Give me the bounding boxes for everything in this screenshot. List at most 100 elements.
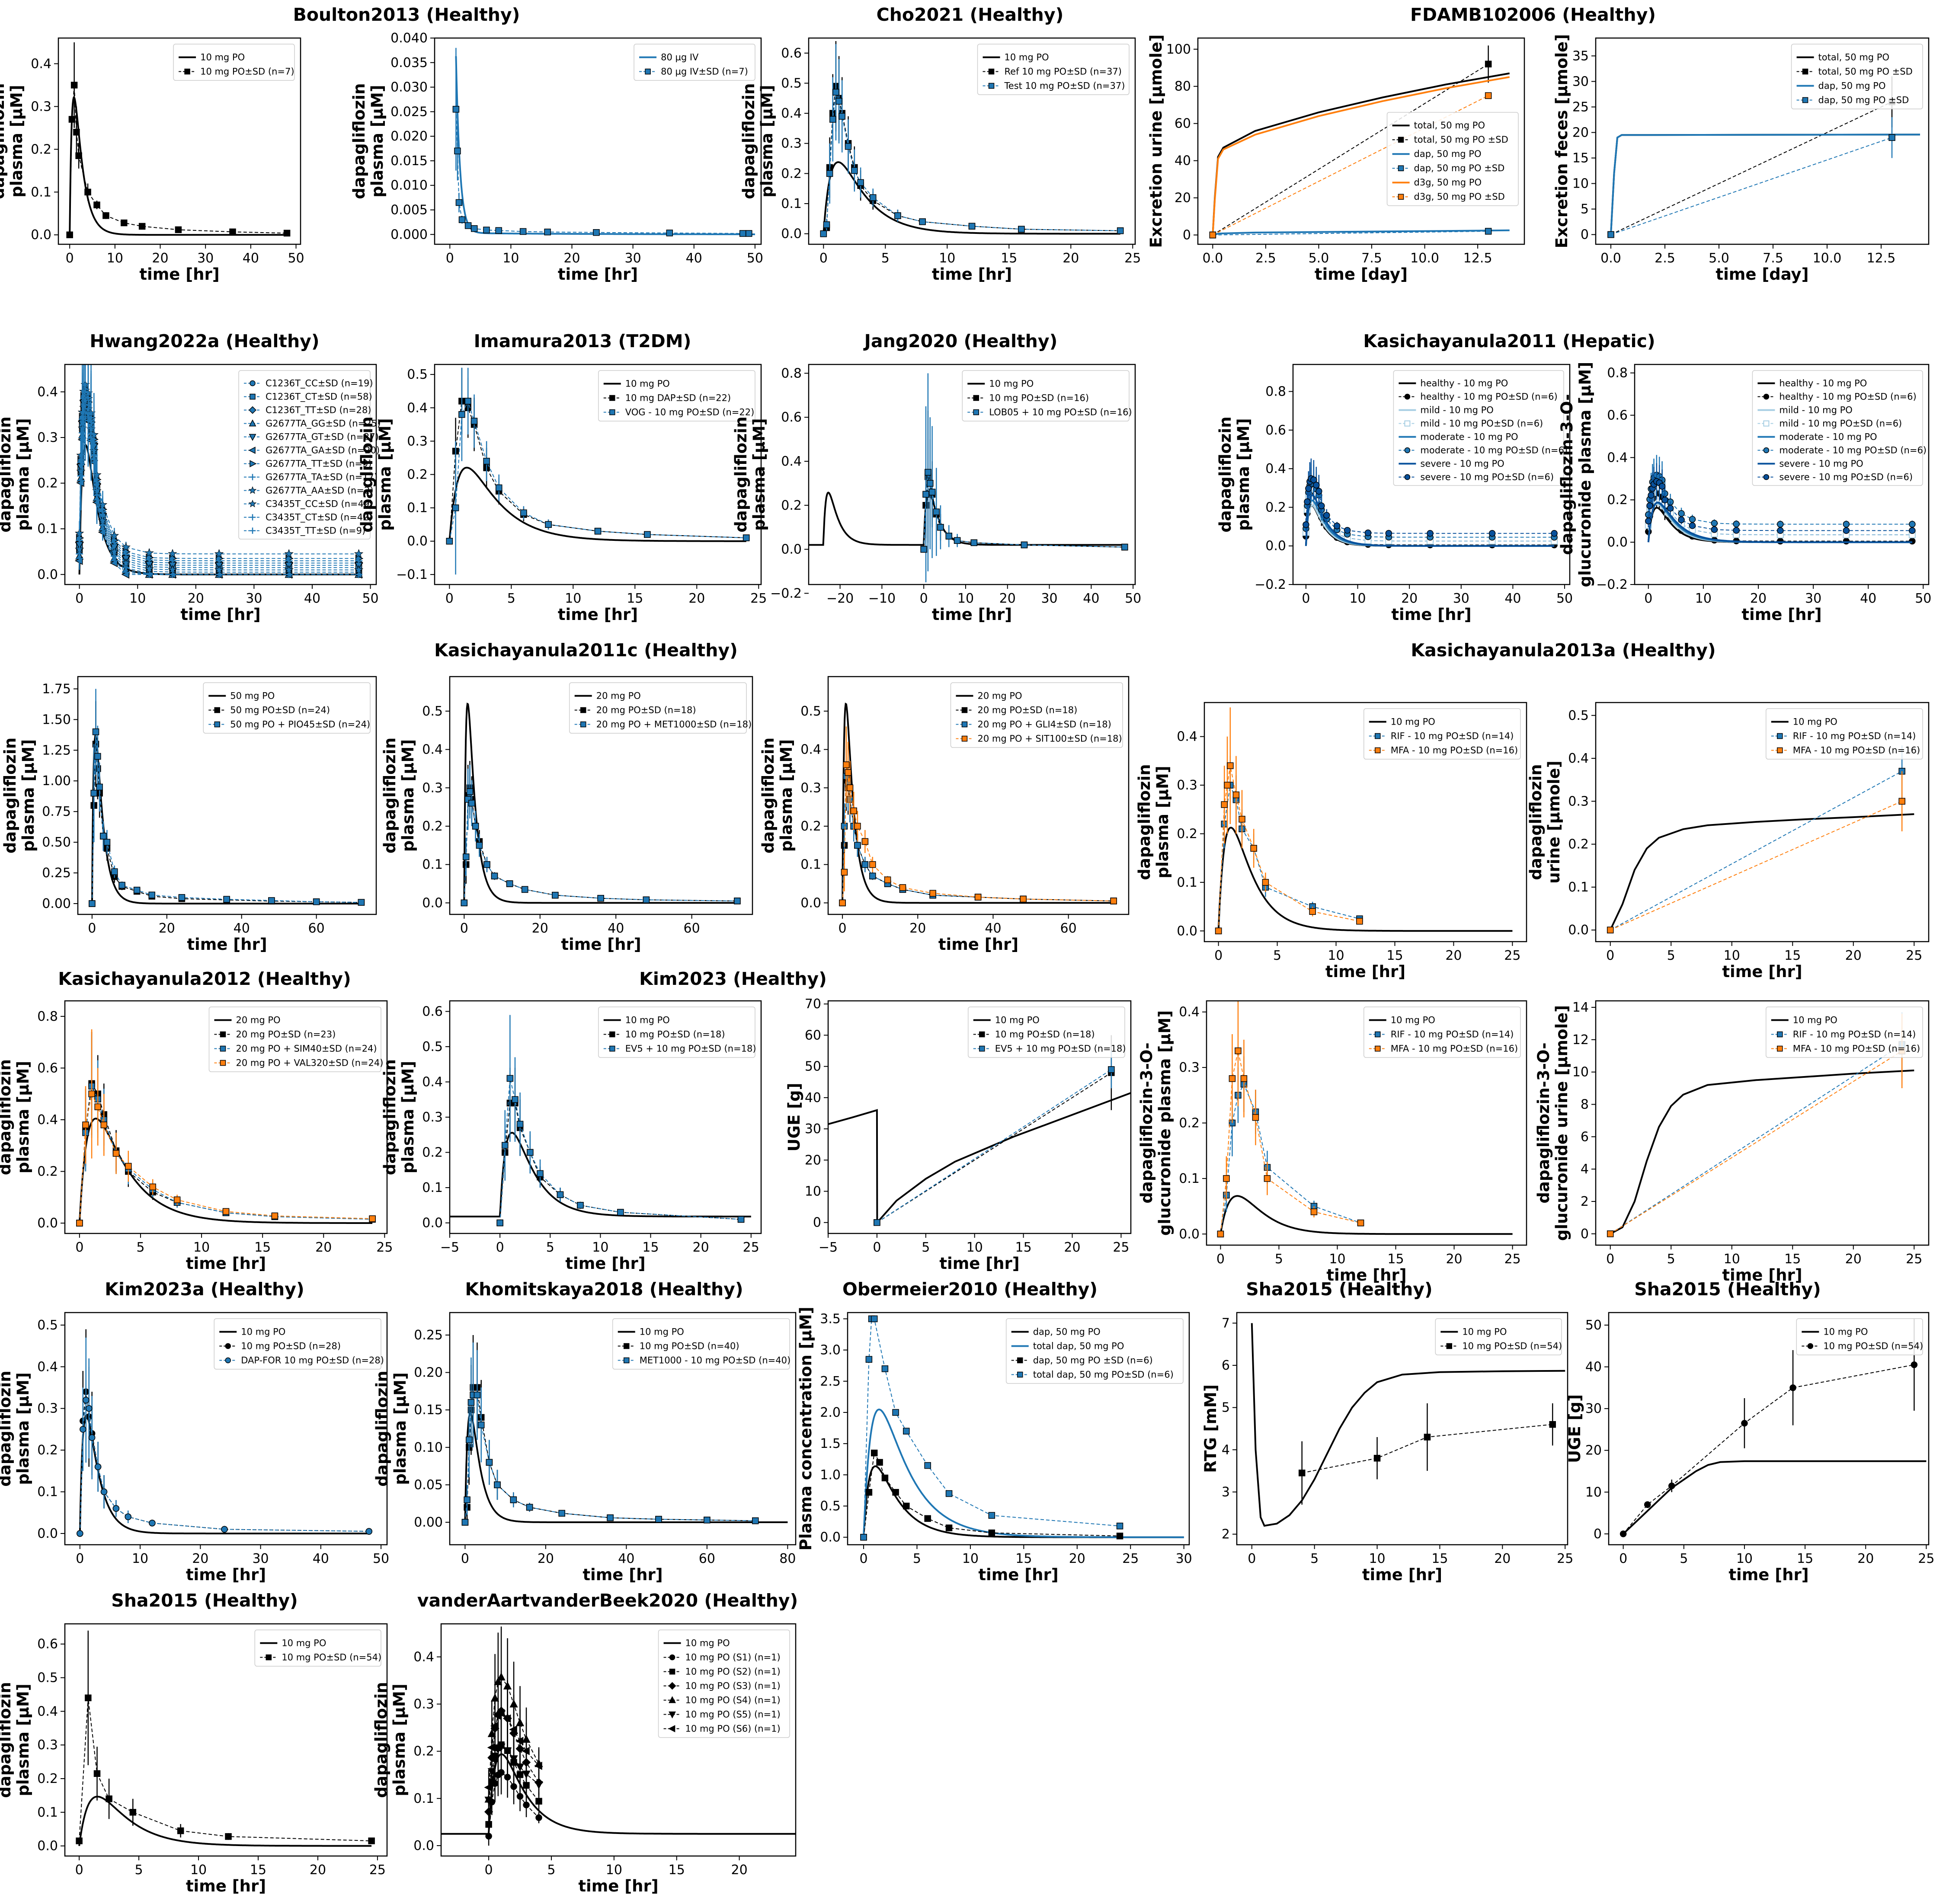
x-tick-label: 5 xyxy=(136,1240,144,1255)
y-tick-label: 0.2 xyxy=(1177,826,1197,841)
data-point xyxy=(861,861,869,868)
data-point xyxy=(1310,476,1317,483)
legend-label: C3435T_CT±SD (n=42) xyxy=(266,512,372,523)
x-tick-label: 0 xyxy=(1644,591,1652,606)
legend-label: moderate - 10 mg PO xyxy=(1420,432,1518,442)
data-point xyxy=(470,225,478,232)
x-tick-label: 0 xyxy=(920,591,928,606)
x-axis-label: time [hr] xyxy=(561,935,641,954)
data-point xyxy=(358,899,365,906)
x-tick-label: 0 xyxy=(461,1551,469,1566)
data-point xyxy=(850,807,857,815)
data-point xyxy=(129,1809,137,1816)
data-point xyxy=(1678,516,1685,524)
data-point xyxy=(458,411,465,418)
data-point xyxy=(919,218,926,225)
legend-label: 10 mg PO±SD (n=16) xyxy=(989,393,1089,403)
data-point xyxy=(829,116,836,123)
legend-label: healthy - 10 mg PO±SD (n=6) xyxy=(1420,392,1557,402)
x-tick-label: 40 xyxy=(618,1551,634,1566)
legend-label: 10 mg PO xyxy=(200,52,245,63)
data-point xyxy=(1223,1175,1230,1182)
y-tick-label: 0.3 xyxy=(422,1110,443,1125)
x-tick-label: 50 xyxy=(1915,591,1931,606)
legend-label: severe - 10 mg PO xyxy=(1779,459,1863,469)
y-tick-label: 0.5 xyxy=(37,1318,58,1333)
data-point xyxy=(100,1121,108,1128)
y-tick-label: 10 xyxy=(805,1184,821,1199)
data-point xyxy=(835,98,842,105)
data-point xyxy=(1741,1420,1748,1427)
legend: healthy - 10 mg PO healthy - 10 mg PO±SD … xyxy=(1752,370,1927,486)
data-point xyxy=(903,1502,910,1510)
legend-box xyxy=(950,682,1123,748)
y-axis-label: UGE [g] xyxy=(785,1083,803,1152)
data-point xyxy=(594,527,602,535)
y-axis-label: dapagliflozin xyxy=(759,738,778,853)
x-tick-label: 0 xyxy=(75,591,83,606)
legend-marker xyxy=(1404,420,1411,427)
legend: total, 50 mg PO total, 50 mg PO ±SD dap, 5… xyxy=(1791,44,1923,109)
y-tick-label: 0 xyxy=(813,1215,821,1230)
data-point xyxy=(1385,530,1392,537)
data-point xyxy=(544,228,551,236)
data-point xyxy=(820,230,827,237)
data-point xyxy=(464,398,471,405)
y-axis-label: urine [µmole] xyxy=(1545,760,1563,883)
y-tick-label: 0.005 xyxy=(390,203,428,218)
x-tick-label: 0 xyxy=(1606,1252,1614,1267)
legend-marker xyxy=(973,409,979,415)
data-line xyxy=(1610,1044,1902,1234)
y-tick-label: 0.0 xyxy=(37,1526,58,1541)
data-point xyxy=(178,894,186,901)
data-line xyxy=(499,1078,741,1223)
chart-p19: 0 5 10 15 20 25 0.0 0.1 0.2 0.3 0.4 time [hr] dapagl… xyxy=(1137,1000,1527,1284)
data-line xyxy=(1610,771,1902,931)
legend-label: mild - 10 mg PO±SD (n=6) xyxy=(1420,418,1543,429)
legend-box xyxy=(598,1006,755,1058)
legend-label: 10 mg PO xyxy=(1391,1015,1435,1025)
legend-label: C1236T_TT±SD (n=28) xyxy=(266,405,371,416)
x-axis-label: time [hr] xyxy=(978,1565,1058,1584)
y-tick-label: 0.0 xyxy=(1177,923,1197,939)
data-point xyxy=(145,570,153,578)
data-line xyxy=(79,1082,373,1224)
x-tick-label: −20 xyxy=(826,591,854,606)
data-point xyxy=(854,842,861,849)
model-line xyxy=(863,1409,1184,1538)
legend: 10 mg PO RIF - 10 mg PO±SD (n=14) MFA - 10… xyxy=(1766,708,1923,760)
data-point xyxy=(121,219,128,227)
y-axis-label: plasma [µM] xyxy=(1153,766,1172,878)
legend-label: 20 mg PO + VAL320±SD (n=24) xyxy=(236,1058,383,1068)
legend: 10 mg PO RIF - 10 mg PO±SD (n=14) MFA - 10… xyxy=(1766,1006,1923,1058)
y-axis-label: dapagliflozin xyxy=(350,83,368,199)
y-tick-label: 0 xyxy=(1183,228,1191,243)
data-line xyxy=(1218,783,1360,931)
data-point xyxy=(285,557,293,565)
legend-marker xyxy=(1017,1357,1023,1364)
legend: 10 mg PO 10 mg PO±SD (n=18) EV5 + 10 mg PO… xyxy=(968,1006,1126,1058)
x-tick-label: 10 xyxy=(1724,948,1740,963)
legend-marker xyxy=(979,1031,985,1038)
legend: 10 mg PO Ref 10 mg PO±SD (n=37) Test 10 mg… xyxy=(977,44,1130,95)
x-tick-label: 30 xyxy=(1805,591,1821,606)
legend-box xyxy=(1766,708,1923,760)
data-point xyxy=(1909,537,1916,545)
y-tick-label: 0.6 xyxy=(1607,408,1628,423)
axes-frame xyxy=(1595,37,1930,245)
y-axis-label: plasma [µM] xyxy=(19,739,38,852)
y-tick-label: 0.5 xyxy=(422,1039,443,1054)
data-point xyxy=(122,564,130,572)
data-point xyxy=(1549,1421,1556,1428)
data-point xyxy=(1235,1047,1242,1054)
x-tick-label: 15 xyxy=(1784,948,1801,963)
legend-label: 20 mg PO + SIM40±SD (n=24) xyxy=(236,1044,377,1054)
legend-label: 20 mg PO xyxy=(596,691,641,701)
legend-box xyxy=(977,44,1130,95)
data-line xyxy=(1220,1083,1361,1234)
x-tick-label: −5 xyxy=(819,1240,838,1255)
y-tick-label: 0.0 xyxy=(422,1216,443,1231)
legend-box xyxy=(254,1629,381,1667)
x-tick-label: 50 xyxy=(373,1551,389,1566)
x-tick-label: 10 xyxy=(957,591,974,606)
